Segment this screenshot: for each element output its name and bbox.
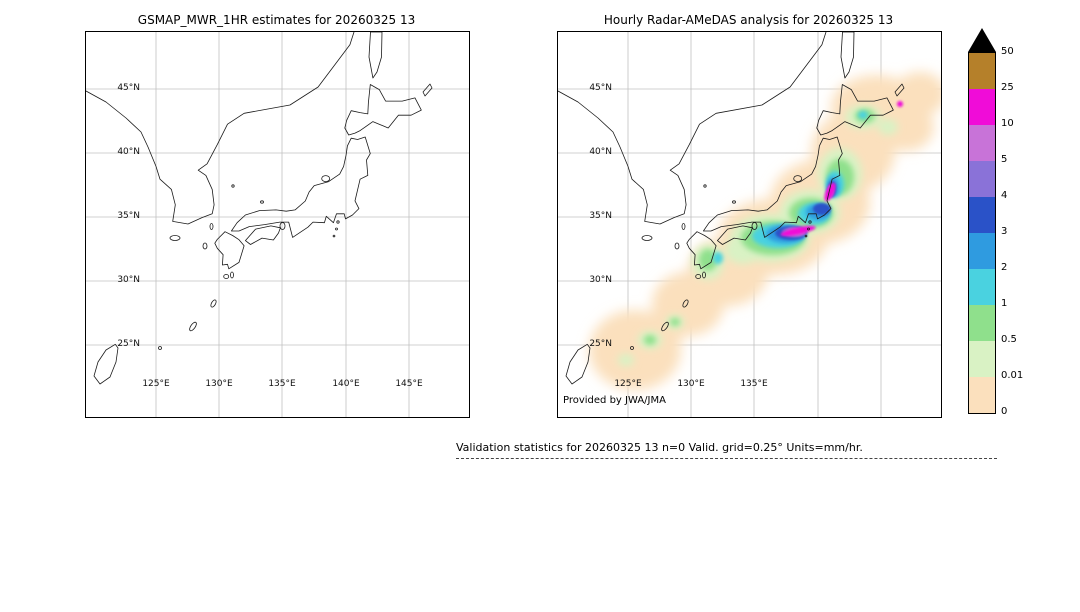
colorbar-segment (969, 377, 995, 413)
colorbar-overflow-arrow (968, 28, 996, 52)
radar-amedas-panel-title: Hourly Radar-AMeDAS analysis for 2026032… (603, 13, 894, 27)
lat-tick: 30°N (117, 275, 140, 285)
lon-tick: 125°E (614, 379, 642, 389)
colorbar-segment (969, 161, 995, 197)
colorbar-tick-label: 0 (1001, 406, 1008, 417)
validation-caption: Validation statistics for 20260325 13 n=… (456, 441, 997, 459)
lon-tick: 135°E (268, 379, 296, 389)
precip-level-10 (780, 101, 903, 237)
lon-tick: 125°E (142, 379, 170, 389)
lon-tick: 130°E (677, 379, 705, 389)
colorbar-segment (969, 89, 995, 125)
lat-tick: 45°N (589, 83, 612, 93)
colorbar-tick-label: 25 (1001, 82, 1014, 93)
grid-lines (86, 32, 469, 417)
lon-tick: 145°E (395, 379, 423, 389)
lat-tick: 25°N (117, 339, 140, 349)
gsmap-panel-title: GSMAP_MWR_1HR estimates for 20260325 13 (137, 13, 416, 27)
precipitation-field (589, 72, 941, 390)
radar-amedas-map-panel: 45°N 40°N 35°N 30°N 25°N 125°E 130°E 135… (557, 31, 942, 418)
colorbar-tick-label: 0.01 (1001, 370, 1024, 381)
colorbar-segment (969, 341, 995, 377)
colorbar-segment (969, 305, 995, 341)
lat-tick: 35°N (117, 211, 140, 221)
lon-tick: 140°E (332, 379, 360, 389)
radar-amedas-map (558, 32, 941, 417)
colorbar-segment (969, 233, 995, 269)
colorbar-tick-label: 1 (1001, 298, 1008, 309)
colorbar-tick-label: 0.5 (1001, 334, 1017, 345)
colorbar-segment (969, 269, 995, 305)
colorbar-tick-label: 4 (1001, 190, 1008, 201)
lon-tick: 130°E (205, 379, 233, 389)
lat-tick: 40°N (117, 147, 140, 157)
lat-tick: 45°N (117, 83, 140, 93)
colorbar-tick-label: 50 (1001, 46, 1014, 57)
data-provider-credit: Provided by JWA/JMA (563, 395, 666, 406)
lat-tick: 40°N (589, 147, 612, 157)
gsmap-map-panel: 45°N 40°N 35°N 30°N 25°N 125°E 130°E 135… (85, 31, 470, 418)
colorbar-segment (969, 125, 995, 161)
colorbar-segments (969, 53, 995, 413)
colorbar-segment (969, 197, 995, 233)
colorbar-labels: 50 25 10 5 4 3 2 1 0.5 0.01 0 (1001, 46, 1047, 417)
colorbar-tick-label: 10 (1001, 118, 1014, 129)
lat-tick: 25°N (589, 339, 612, 349)
lat-tick: 35°N (589, 211, 612, 221)
gsmap-map (86, 32, 469, 417)
lat-tick: 30°N (589, 275, 612, 285)
colorbar (968, 52, 996, 414)
lon-tick: 135°E (740, 379, 768, 389)
colorbar-tick-label: 3 (1001, 226, 1008, 237)
colorbar-tick-label: 5 (1001, 154, 1008, 165)
colorbar-segment (969, 53, 995, 89)
colorbar-tick-label: 2 (1001, 262, 1008, 273)
